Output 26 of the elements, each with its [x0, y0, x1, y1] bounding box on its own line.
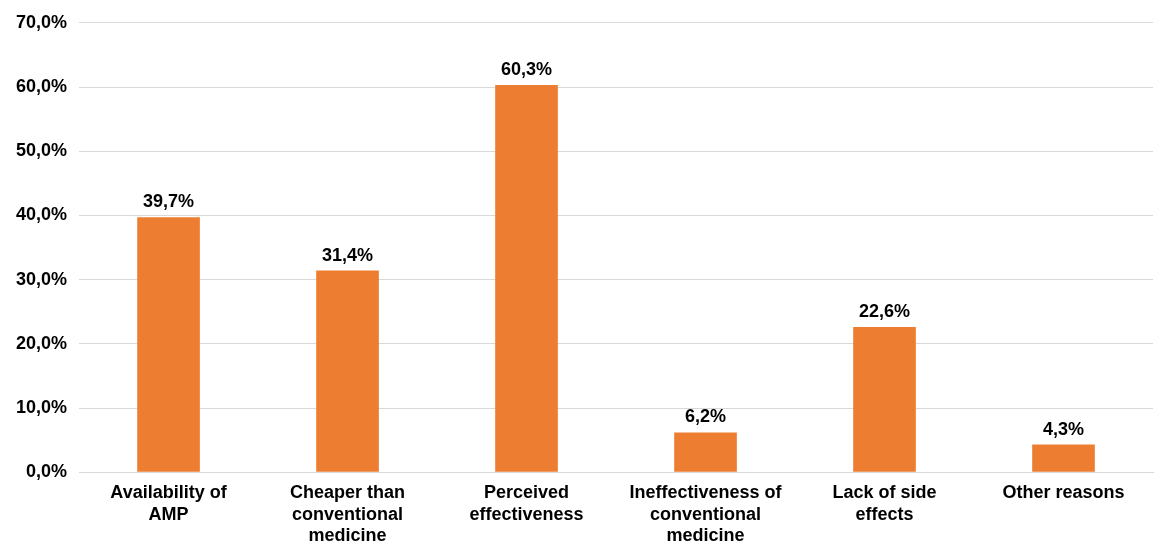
data-label: 60,3%	[501, 59, 553, 80]
y-tick-label: 40,0%	[15, 204, 68, 225]
y-tick-label: 0,0%	[26, 461, 68, 482]
bar	[853, 327, 916, 472]
data-label: 31,4%	[322, 244, 374, 265]
y-tick-label: 10,0%	[15, 396, 68, 417]
x-tick-label: Lack of side effects	[832, 481, 937, 524]
data-label: 4,3%	[1042, 418, 1085, 439]
bar	[674, 432, 737, 472]
x-tick-label: Other reasons	[1002, 481, 1125, 502]
x-tick-label: Ineffectiveness of conventional medicine	[629, 481, 783, 546]
bar	[1032, 444, 1095, 472]
x-tick-label: Perceived effectiveness	[469, 481, 584, 524]
data-label: 22,6%	[858, 301, 911, 322]
bar	[495, 85, 558, 472]
y-tick-label: 30,0%	[15, 268, 68, 289]
data-label: 39,7%	[143, 191, 195, 212]
x-tick-label: Cheaper than conventional medicine	[290, 481, 406, 546]
bar	[137, 217, 200, 472]
bar	[316, 270, 379, 472]
y-tick-label: 50,0%	[15, 140, 68, 161]
y-tick-label: 60,0%	[15, 75, 68, 96]
y-tick-label: 20,0%	[15, 332, 68, 353]
y-tick-label: 70,0%	[15, 11, 68, 32]
x-tick-label: Availability of AMP	[110, 481, 228, 524]
data-label: 6,2%	[685, 406, 727, 427]
